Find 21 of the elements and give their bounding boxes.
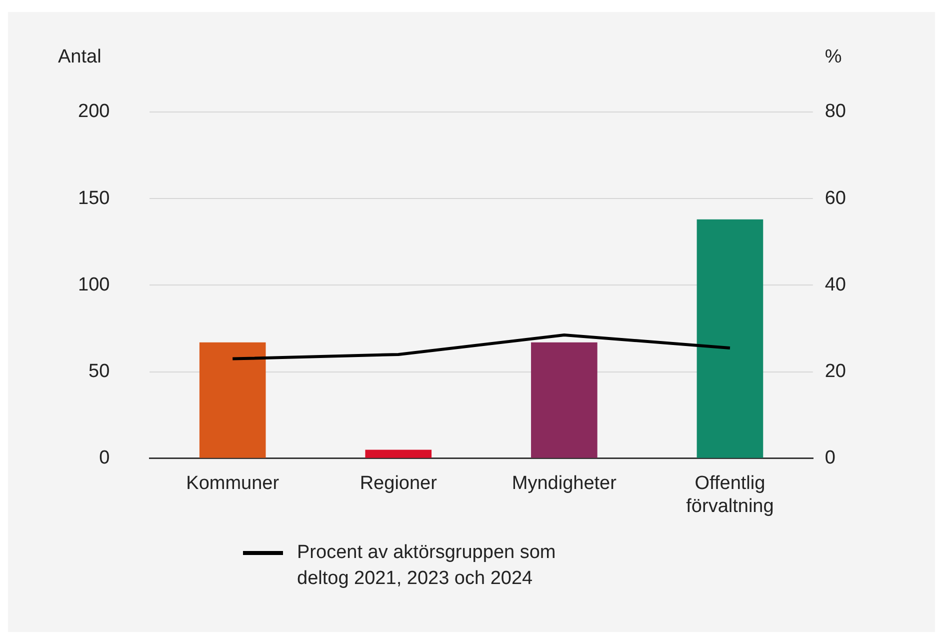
y-tick-label: 200 [78,101,110,122]
x-tick-label: Kommuner [186,473,280,494]
y-tick-label: 150 [78,188,110,209]
y2-tick-label: 60 [824,188,846,209]
y-tick-label: 0 [99,448,110,469]
x-tick-label: Myndigheter [512,473,618,494]
y2-tick-label: 40 [824,274,846,296]
y-axis-title: Antal [58,46,102,68]
bar [365,450,432,458]
x-tick-label: Regioner [360,473,438,494]
x-tick-label: Offentlig förvaltning [686,473,774,517]
y2-tick-label: 20 [824,361,846,382]
y-tick-label: 100 [78,274,110,296]
y2-axis-title: % [824,46,842,68]
bar [696,219,764,458]
bar [531,342,598,458]
y-tick-label: 50 [88,361,110,382]
y2-tick-label: 80 [824,101,846,122]
legend-label: Procent av aktörsgruppen som deltog 2021, 2023 och 2024 [297,541,557,591]
bar [199,342,266,458]
y2-tick-label: 0 [824,448,836,469]
